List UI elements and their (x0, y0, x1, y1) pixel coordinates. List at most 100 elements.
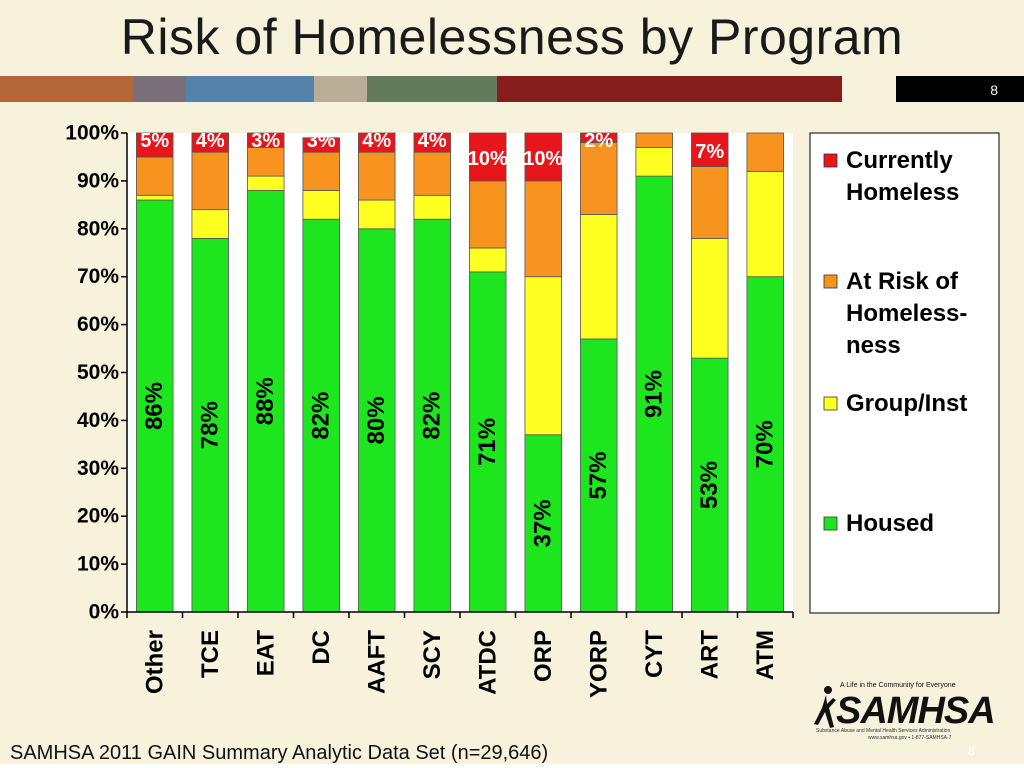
y-tick-label: 100% (65, 122, 119, 145)
data-label-currently-homeless: 10% (523, 148, 563, 170)
y-tick-label: 90% (77, 169, 119, 192)
legend-swatch (823, 396, 838, 411)
y-tick-label: 70% (77, 265, 119, 288)
legend-box (809, 132, 1000, 614)
bar-segment-at-risk-of-homeless-ness (746, 132, 784, 172)
data-label-currently-homeless: 7% (695, 141, 724, 163)
header-color-band (0, 76, 1024, 102)
data-label-housed: 53% (696, 461, 723, 509)
stacked-bar-chart: 86% 78% 88% 82% 80% 82% 71% 37% 57% 91% 53% 70% 5% 4%… (65, 122, 1000, 698)
x-tick-label: EAT (252, 630, 279, 677)
data-label-housed: 88% (252, 377, 279, 425)
y-tick-label: 80% (77, 217, 119, 240)
logo-wordmark: SAMHSA (836, 690, 996, 732)
logo-subtitle: Substance Abuse and Mental Health Servic… (816, 728, 951, 734)
x-tick-label: Other (141, 630, 168, 694)
data-label-housed: 37% (530, 499, 557, 547)
data-label-currently-homeless: 4% (362, 130, 391, 152)
bar-segment-currently-homeless (580, 132, 618, 143)
band-segment (314, 76, 367, 102)
bar-segment-currently-homeless (691, 132, 729, 167)
samhsa-logo: A Life in the Community for Everyone SAM… (810, 680, 996, 742)
y-tick-label: 40% (77, 409, 119, 432)
x-tick-label: ATM (752, 630, 779, 680)
bar-segment-currently-homeless (191, 132, 229, 153)
band-segment (186, 76, 314, 102)
bar-segment-at-risk-of-homeless-ness (136, 156, 174, 196)
logo-tagline: A Life in the Community for Everyone (840, 682, 956, 689)
y-tick-label: 0% (89, 601, 120, 624)
source-note: SAMHSA 2011 GAIN Summary Analytic Data S… (10, 742, 549, 764)
bar-segment-group-inst (691, 237, 729, 359)
data-label-housed: 91% (641, 370, 668, 418)
bar-segment-at-risk-of-homeless-ness (691, 166, 729, 239)
legend-label: Housed (846, 510, 934, 537)
x-tick-label: AAFT (363, 630, 390, 694)
bar-segment-housed (691, 357, 729, 613)
data-label-housed: 82% (419, 392, 446, 440)
data-label-housed: 70% (752, 420, 779, 468)
data-label-currently-homeless: 4% (196, 130, 225, 152)
bar-segment-at-risk-of-homeless-ness (302, 151, 340, 191)
data-label-currently-homeless: 3% (251, 130, 280, 152)
bar-segment-group-inst (136, 194, 174, 201)
band-segment (133, 76, 186, 102)
x-tick-label: TCE (197, 630, 224, 678)
bar-segment-group-inst (302, 190, 340, 220)
data-label-currently-homeless: 10% (468, 148, 508, 170)
bar-segment-group-inst (247, 175, 285, 191)
y-tick-label: 60% (77, 313, 119, 336)
band-segment (367, 76, 497, 102)
bar-segment-currently-homeless (302, 137, 340, 153)
y-tick-label: 50% (77, 361, 119, 384)
bar-segment-at-risk-of-homeless-ness (469, 180, 507, 249)
page-number: 8 (990, 82, 998, 98)
x-tick-label: ORP (530, 630, 557, 682)
bar-segment-at-risk-of-homeless-ness (191, 151, 229, 211)
bar-segment-housed (413, 218, 451, 613)
data-label-housed: 78% (197, 401, 224, 449)
bar-segment-group-inst (580, 214, 618, 340)
data-label-housed: 57% (585, 451, 612, 499)
bar-segment-group-inst (746, 170, 784, 278)
x-tick-label: YORP (585, 630, 612, 698)
x-tick-label: SCY (419, 630, 446, 679)
bar-segment-housed (524, 434, 562, 613)
bar-segment-group-inst (191, 209, 229, 239)
footer-rule (0, 764, 1024, 768)
plot-area (127, 133, 793, 612)
data-label-currently-homeless: 5% (140, 130, 169, 152)
x-tick-label: ART (696, 630, 723, 680)
bar-segment-group-inst (524, 276, 562, 436)
data-label-currently-homeless: 4% (418, 130, 447, 152)
y-tick-label: 10% (77, 553, 119, 576)
legend-swatch (823, 516, 838, 531)
bar-segment-currently-homeless (136, 132, 174, 158)
bar-segment-at-risk-of-homeless-ness (580, 142, 618, 215)
data-label-housed: 71% (474, 418, 501, 466)
band-segment (497, 76, 842, 102)
footer-page-number: 8 (968, 744, 975, 758)
slide-title: Risk of Homelessness by Program (120, 9, 904, 65)
bar-segment-at-risk-of-homeless-ness (413, 151, 451, 196)
y-tick-label: 20% (77, 505, 119, 528)
legend-label: Group/Inst (846, 390, 967, 417)
bar-segment-at-risk-of-homeless-ness (358, 151, 396, 201)
header-page-number-box: 8 (896, 76, 1024, 102)
logo-contact: www.samhsa.gov • 1-877-SAMHSA-7 (868, 735, 952, 741)
bar-segment-group-inst (413, 194, 451, 220)
data-label-housed: 86% (141, 382, 168, 430)
legend-swatch (823, 274, 838, 289)
bar-segment-currently-homeless (358, 132, 396, 153)
data-label-housed: 82% (308, 392, 335, 440)
x-tick-label: CYT (641, 630, 668, 678)
bar-segment-currently-homeless (247, 132, 285, 148)
x-tick-label: ATDC (474, 630, 501, 695)
bar-segment-group-inst (635, 146, 673, 177)
bar-segment-currently-homeless (524, 132, 562, 182)
bar-segment-currently-homeless (413, 132, 451, 153)
bar-segment-currently-homeless (469, 132, 507, 182)
bar-segment-housed (580, 338, 618, 613)
legend-swatch (823, 153, 838, 168)
y-tick-label: 30% (77, 457, 119, 480)
